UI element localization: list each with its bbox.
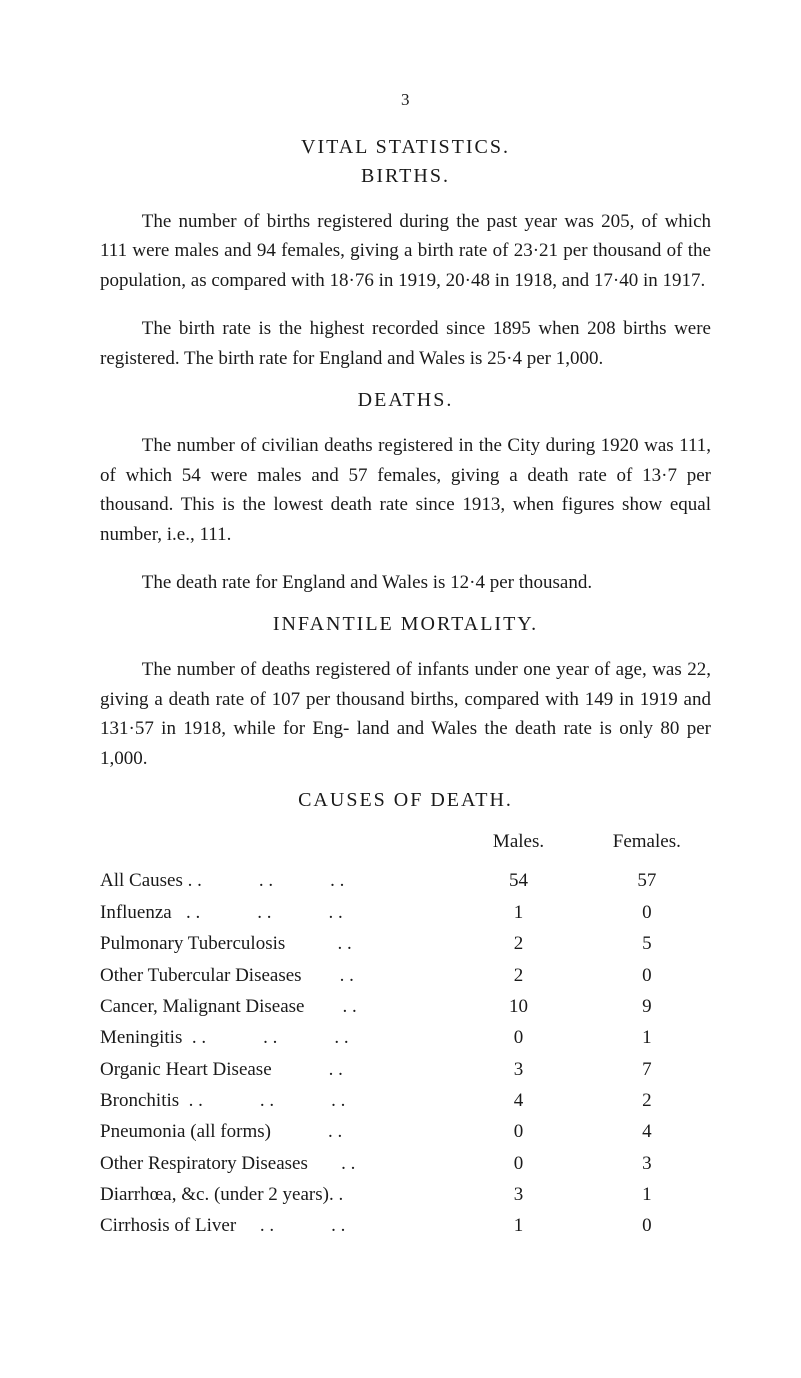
header-blank bbox=[100, 826, 454, 857]
row-label: Influenza . . . . . . bbox=[100, 897, 454, 928]
deaths-heading: DEATHS. bbox=[100, 389, 711, 412]
row-males: 2 bbox=[454, 960, 582, 991]
row-males: 1 bbox=[454, 1210, 582, 1241]
table-header-row: Males. Females. bbox=[100, 826, 711, 857]
row-males: 10 bbox=[454, 991, 582, 1022]
causes-table: Males. Females. All Causes . . . . . . 5… bbox=[100, 826, 711, 1241]
row-females: 2 bbox=[583, 1085, 711, 1116]
table-row: Cirrhosis of Liver . . . . 1 0 bbox=[100, 1210, 711, 1241]
births-paragraph-2: The birth rate is the highest recorded s… bbox=[100, 314, 711, 373]
table-row: All Causes . . . . . . 54 57 bbox=[100, 865, 711, 896]
table-row: Cancer, Malignant Disease . . 10 9 bbox=[100, 991, 711, 1022]
header-females: Females. bbox=[583, 826, 711, 857]
vital-statistics-heading: VITAL STATISTICS. bbox=[100, 136, 711, 159]
row-males: 0 bbox=[454, 1148, 582, 1179]
row-label: Cancer, Malignant Disease . . bbox=[100, 991, 454, 1022]
row-label: Organic Heart Disease . . bbox=[100, 1054, 454, 1085]
row-label: Meningitis . . . . . . bbox=[100, 1022, 454, 1053]
row-label: All Causes . . . . . . bbox=[100, 865, 454, 896]
row-label: Pulmonary Tuberculosis . . bbox=[100, 928, 454, 959]
row-females: 57 bbox=[583, 865, 711, 896]
row-label: Other Respiratory Diseases . . bbox=[100, 1148, 454, 1179]
row-females: 4 bbox=[583, 1116, 711, 1147]
table-row: Other Tubercular Diseases . . 2 0 bbox=[100, 960, 711, 991]
row-label: Diarrhœa, &c. (under 2 years). . bbox=[100, 1179, 454, 1210]
infantile-mortality-heading: INFANTILE MORTALITY. bbox=[100, 613, 711, 636]
row-label: Pneumonia (all forms) . . bbox=[100, 1116, 454, 1147]
row-label: Cirrhosis of Liver . . . . bbox=[100, 1210, 454, 1241]
table-row: Organic Heart Disease . . 3 7 bbox=[100, 1054, 711, 1085]
row-males: 3 bbox=[454, 1054, 582, 1085]
row-males: 54 bbox=[454, 865, 582, 896]
row-females: 9 bbox=[583, 991, 711, 1022]
row-females: 1 bbox=[583, 1179, 711, 1210]
row-females: 0 bbox=[583, 897, 711, 928]
row-males: 2 bbox=[454, 928, 582, 959]
deaths-paragraph-2: The death rate for England and Wales is … bbox=[100, 568, 711, 597]
table-row: Other Respiratory Diseases . . 0 3 bbox=[100, 1148, 711, 1179]
causes-of-death-heading: CAUSES OF DEATH. bbox=[100, 789, 711, 812]
page-number: 3 bbox=[100, 90, 711, 110]
row-females: 1 bbox=[583, 1022, 711, 1053]
table-row: Pneumonia (all forms) . . 0 4 bbox=[100, 1116, 711, 1147]
row-males: 3 bbox=[454, 1179, 582, 1210]
deaths-paragraph-1: The number of civilian deaths registered… bbox=[100, 431, 711, 549]
row-label: Other Tubercular Diseases . . bbox=[100, 960, 454, 991]
table-row: Diarrhœa, &c. (under 2 years). . 3 1 bbox=[100, 1179, 711, 1210]
births-heading: BIRTHS. bbox=[100, 165, 711, 188]
row-females: 0 bbox=[583, 960, 711, 991]
row-label: Bronchitis . . . . . . bbox=[100, 1085, 454, 1116]
table-row: Bronchitis . . . . . . 4 2 bbox=[100, 1085, 711, 1116]
row-males: 1 bbox=[454, 897, 582, 928]
row-females: 3 bbox=[583, 1148, 711, 1179]
row-males: 0 bbox=[454, 1022, 582, 1053]
table-row: Pulmonary Tuberculosis . . 2 5 bbox=[100, 928, 711, 959]
page: 3 VITAL STATISTICS. BIRTHS. The number o… bbox=[0, 0, 801, 1378]
births-paragraph-1: The number of births registered during t… bbox=[100, 207, 711, 295]
table-row: Meningitis . . . . . . 0 1 bbox=[100, 1022, 711, 1053]
infantile-paragraph: The number of deaths registered of infan… bbox=[100, 655, 711, 773]
table-row: Influenza . . . . . . 1 0 bbox=[100, 897, 711, 928]
row-females: 7 bbox=[583, 1054, 711, 1085]
row-females: 5 bbox=[583, 928, 711, 959]
header-males: Males. bbox=[454, 826, 582, 857]
row-males: 4 bbox=[454, 1085, 582, 1116]
row-females: 0 bbox=[583, 1210, 711, 1241]
row-males: 0 bbox=[454, 1116, 582, 1147]
